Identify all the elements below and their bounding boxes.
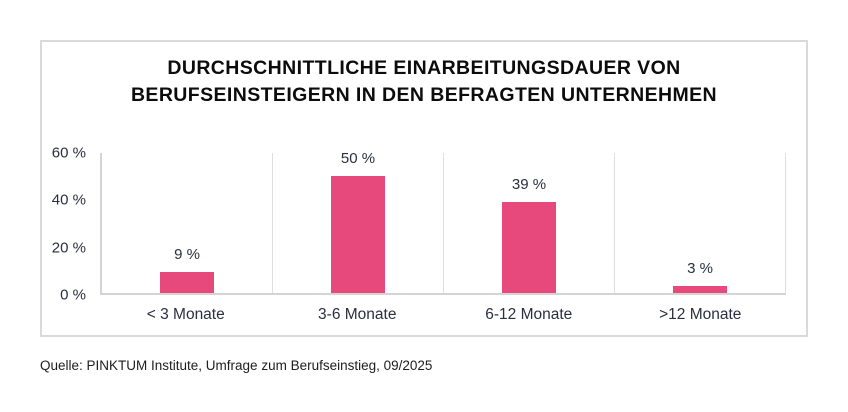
chart-category-section: 50 % [273,150,444,293]
source-caption: Quelle: PINKTUM Institute, Umfrage zum B… [40,358,433,373]
chart-title-line-1: DURCHSCHNITTLICHE EINARBEITUNGSDAUER VON [167,57,681,79]
chart-category-section: 3 % [615,153,786,293]
category-label: < 3 Monate [146,306,225,323]
y-tick-label: 40 % [51,191,86,209]
y-tick-label: 20 % [51,239,86,257]
y-tick-label: 60 % [51,144,86,162]
category-label: >12 Monate [659,306,742,323]
category-label: 6-12 Monate [485,306,573,323]
x-axis-labels: < 3 Monate 3-6 Monate 6-12 Monate >12 Monat… [100,295,786,324]
bar [330,176,386,293]
plot-area: 9 % 50 % 39 % 3 % [100,150,786,295]
y-axis: 0 % 20 % 40 % 60 % [38,145,92,304]
bar-value-label: 3 % [687,260,713,277]
bar-value-label: 50 % [340,150,376,168]
chart-category-section: 39 % [444,153,615,293]
bar-chart: 0 % 20 % 40 % 60 % 9 % 50 % 39 % 3 % < 3 Monat… [52,145,786,323]
bar-value-label: 39 % [511,176,547,193]
bar [159,272,215,293]
chart-title-line-2: BERUFSEINSTEIGERN IN DEN BEFRAGTEN UNTER… [130,84,718,106]
category-label: 3-6 Monate [318,306,397,323]
y-tick-label: 0 % [60,286,86,304]
chart-title: DURCHSCHNITTLICHE EINARBEITUNGSDAUER VON… [42,55,806,109]
bar [501,202,557,293]
bar-value-label: 9 % [174,246,200,263]
chart-card: DURCHSCHNITTLICHE EINARBEITUNGSDAUER VON… [40,40,808,337]
chart-category-section: 9 % [102,153,273,293]
bar [672,286,728,293]
